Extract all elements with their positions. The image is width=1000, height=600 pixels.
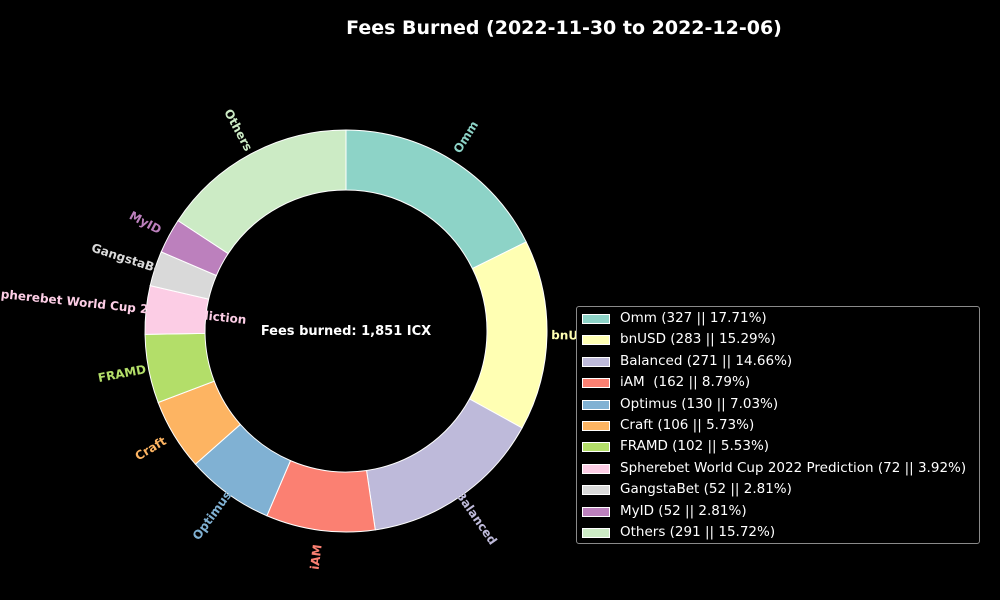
legend-swatch [582,527,610,538]
legend-item-omm: Omm (327 || 17.71%) [577,309,979,330]
slice-label-myid: MyID [127,208,164,237]
legend-item-craft: Craft (106 || 5.73%) [577,416,979,437]
legend-item-others: Others (291 || 15.72%) [577,523,979,544]
legend-item-gangstabet: GangstaBet (52 || 2.81%) [577,480,979,501]
donut-slices [144,129,548,533]
chart-title: Fees Burned (2022-11-30 to 2022-12-06) [346,17,782,39]
legend-label: iAM (162 || 8.79%) [620,374,751,391]
legend-label: MyID (52 || 2.81%) [620,502,747,519]
slice-label-optimus: Optimus [190,488,235,542]
legend-swatch [582,399,610,410]
legend-item-balanced: Balanced (271 || 14.66%) [577,352,979,373]
legend-swatch [582,356,610,367]
legend-swatch [582,506,610,517]
legend-label: Omm (327 || 17.71%) [620,310,767,326]
legend-label: bnUSD (283 || 15.29%) [620,331,776,348]
legend-label: GangstaBet (52 || 2.81%) [620,481,792,498]
slice-label-others: Others [221,107,255,154]
slice-balanced [365,398,523,531]
legend-swatch [582,463,610,474]
legend-swatch [582,314,610,324]
slice-label-gangstabet: GangstaBet [90,241,170,279]
legend-label: Balanced (271 || 14.66%) [620,352,793,369]
legend-swatch [582,335,610,346]
legend-item-optimus: Optimus (130 || 7.03%) [577,395,979,416]
slice-label-iam: iAM [308,544,325,571]
slice-label-omm: Omm [451,118,481,155]
slice-label-framd: FRAMD [97,362,147,385]
legend-item-framd: FRAMD (102 || 5.53%) [577,437,979,458]
slice-label-balanced: Balanced [453,489,500,548]
center-label: Fees burned: 1,851 ICX [261,324,431,339]
legend-label: Craft (106 || 5.73%) [620,416,755,433]
legend-swatch [582,442,610,453]
legend-swatch [582,485,610,496]
legend-swatch [582,378,610,389]
legend-item-iam: iAM (162 || 8.79%) [577,373,979,394]
slice-omm [345,129,527,270]
legend-label: Others (291 || 15.72%) [620,523,776,540]
legend-label: Spherebet World Cup 2022 Prediction (72 … [620,459,967,476]
legend-label: FRAMD (102 || 5.53%) [620,438,770,455]
legend-item-spherebet-world-cup-2022-prediction: Spherebet World Cup 2022 Prediction (72 … [577,459,979,480]
legend: Omm (327 || 17.71%) bnUSD (283 || 15.29%)… [576,306,980,544]
legend-item-bnusd: bnUSD (283 || 15.29%) [577,330,979,351]
legend-item-myid: MyID (52 || 2.81%) [577,502,979,523]
slice-others [177,129,347,255]
slice-label-craft: Craft [133,434,169,464]
legend-swatch [582,420,610,431]
legend-label: Optimus (130 || 7.03%) [620,395,779,412]
slice-bnusd [468,241,548,429]
